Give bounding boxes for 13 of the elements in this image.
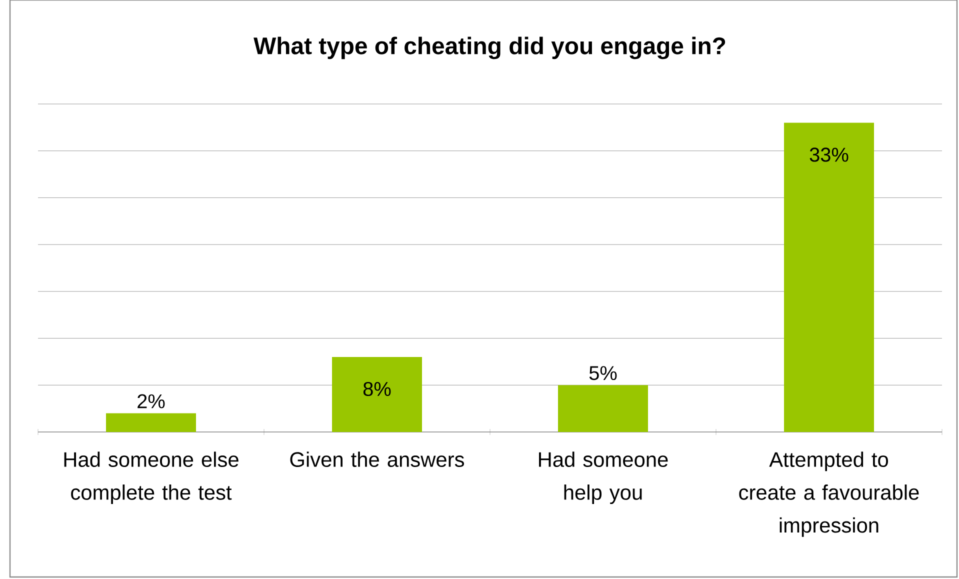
bar	[106, 413, 196, 432]
x-tick-label: Had someone else complete the test	[64, 452, 238, 504]
x-tick-label: Given the answers	[290, 452, 464, 467]
x-tick-label: Attempted to create a favourable impression	[739, 452, 919, 537]
data-label: 2%	[138, 394, 165, 408]
bar	[332, 357, 422, 432]
bar	[784, 122, 874, 432]
x-tick-label: Had someone help you	[539, 452, 668, 504]
chart-title: What type of cheating did you engage in?	[254, 36, 726, 60]
data-label: 8%	[363, 382, 391, 396]
data-label: 33%	[810, 148, 848, 162]
data-label: 5%	[589, 366, 617, 380]
bar	[558, 385, 648, 432]
